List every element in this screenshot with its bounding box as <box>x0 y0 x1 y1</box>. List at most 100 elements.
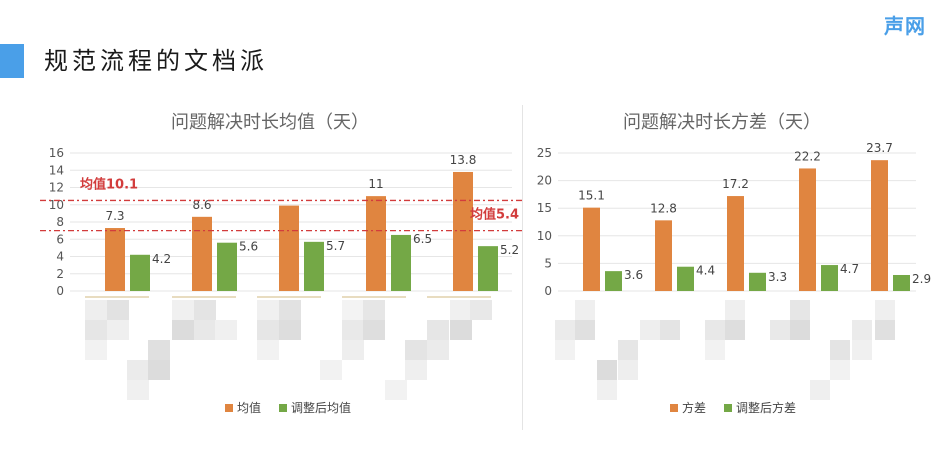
blurred-category-label <box>450 320 472 340</box>
blurred-category-label <box>618 360 638 380</box>
bar-primary <box>655 220 672 291</box>
blurred-category-label <box>215 320 237 340</box>
blurred-category-label <box>575 300 595 320</box>
blurred-category-label <box>427 320 449 340</box>
y-tick-label: 10 <box>537 229 552 243</box>
blurred-category-label <box>405 360 427 380</box>
blurred-category-label <box>279 300 301 320</box>
blurred-category-label <box>640 320 660 340</box>
blurred-category-label <box>660 320 680 340</box>
blurred-category-label <box>790 300 810 320</box>
y-tick-label: 16 <box>49 146 64 160</box>
y-tick-label: 25 <box>537 146 552 160</box>
y-tick-label: 10 <box>49 198 64 212</box>
bar-adjusted <box>391 234 411 291</box>
category-underline <box>427 296 491 298</box>
blurred-category-label <box>257 320 279 340</box>
blurred-category-label <box>85 300 107 320</box>
data-label: 4.7 <box>840 262 859 276</box>
blurred-category-label <box>770 320 790 340</box>
blurred-category-label <box>790 320 810 340</box>
bar-primary <box>583 207 600 291</box>
data-label: 5.7 <box>326 239 345 253</box>
category-underline <box>342 296 406 298</box>
data-label: 23.7 <box>866 141 893 155</box>
chart-divider <box>522 105 523 430</box>
average-label: 均值10.1 <box>80 176 138 192</box>
bar-primary <box>105 228 125 291</box>
blurred-category-label <box>385 380 407 400</box>
category-underline <box>172 296 236 298</box>
y-tick-label: 14 <box>49 163 64 177</box>
data-label: 7.3 <box>105 209 124 223</box>
data-label: 4.4 <box>696 264 715 278</box>
title-accent-bar <box>0 44 24 78</box>
data-label: 3.3 <box>768 270 787 284</box>
legend-label: 方差 <box>682 400 706 415</box>
bar-adjusted <box>130 254 150 291</box>
y-tick-label: 15 <box>537 201 552 215</box>
blurred-category-label <box>279 320 301 340</box>
bar-primary <box>192 216 212 291</box>
category-underline <box>85 296 149 298</box>
bar-adjusted <box>605 271 622 291</box>
blurred-category-label <box>405 340 427 360</box>
page-title: 规范流程的文档派 <box>44 47 268 75</box>
blurred-category-label <box>172 320 194 340</box>
category-underline <box>257 296 321 298</box>
blurred-category-label <box>555 320 575 340</box>
bar-adjusted <box>304 241 324 291</box>
blurred-category-label <box>875 300 895 320</box>
blurred-category-label <box>127 380 149 400</box>
blurred-category-label <box>427 340 449 360</box>
data-label: 3.6 <box>624 268 643 282</box>
bar-adjusted <box>821 265 838 291</box>
blurred-category-label <box>107 320 129 340</box>
legend-swatch <box>225 404 233 412</box>
blurred-category-label <box>194 300 216 320</box>
legend-label: 调整后方差 <box>736 400 796 415</box>
data-label: 6.5 <box>413 232 432 246</box>
y-tick-label: 4 <box>56 250 64 264</box>
legend-swatch <box>279 404 287 412</box>
data-label: 12.8 <box>650 201 677 215</box>
blurred-category-label <box>830 340 850 360</box>
bar-primary <box>279 205 299 291</box>
chart-title: 问题解决时长均值（天） <box>171 112 369 133</box>
blurred-category-label <box>85 320 107 340</box>
bar-primary <box>799 168 816 291</box>
data-label: 17.2 <box>722 177 749 191</box>
legend-label: 均值 <box>237 400 261 415</box>
data-label: 8.6 <box>192 198 211 212</box>
average-label: 均值5.4 <box>470 207 519 223</box>
data-label: 11 <box>368 177 383 191</box>
blurred-category-label <box>470 300 492 320</box>
blurred-category-label <box>705 320 725 340</box>
blurred-category-label <box>597 360 617 380</box>
data-label: 5.2 <box>500 243 519 257</box>
data-label: 4.2 <box>152 252 171 266</box>
bar-primary <box>453 171 473 291</box>
bar-adjusted <box>677 266 694 291</box>
blurred-category-label <box>725 300 745 320</box>
blurred-category-label <box>148 360 170 380</box>
blurred-category-label <box>342 320 364 340</box>
blurred-category-label <box>257 300 279 320</box>
legend-swatch <box>724 404 732 412</box>
blurred-category-label <box>342 300 364 320</box>
y-tick-label: 0 <box>544 284 552 298</box>
y-tick-label: 20 <box>537 174 552 188</box>
bar-primary <box>871 160 888 291</box>
bar-adjusted <box>893 274 910 291</box>
blurred-category-label <box>85 340 107 360</box>
data-label: 13.8 <box>450 153 477 167</box>
blurred-category-label <box>194 320 216 340</box>
blurred-category-label <box>852 320 872 340</box>
blurred-category-label <box>257 340 279 360</box>
brand-logo: 声网 <box>884 14 926 38</box>
y-tick-label: 2 <box>56 267 64 281</box>
blurred-category-label <box>555 340 575 360</box>
blurred-category-label <box>342 340 364 360</box>
y-tick-label: 6 <box>56 232 64 246</box>
